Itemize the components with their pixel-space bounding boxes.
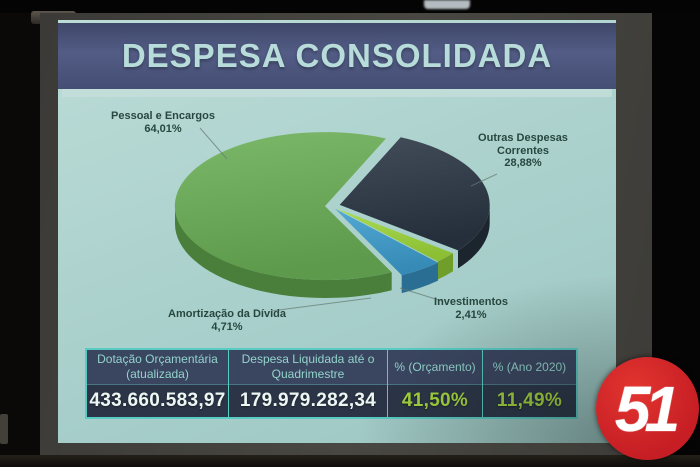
channel-51-logo: 51	[596, 357, 699, 460]
table-header: % (Orçamento)	[388, 350, 482, 385]
slice-label-outras: Outras Despesas Correntes 28,88%	[463, 132, 583, 170]
table-column-pct-orcamento: % (Orçamento) 41,50%	[388, 350, 483, 417]
slice-label-pessoal: Pessoal e Encargos 64,01%	[93, 110, 233, 136]
table-column-dotacao: Dotação Orçamentária (atualizada) 433.66…	[87, 350, 229, 417]
slice-label-investimentos: Investimentos 2,41%	[411, 296, 531, 322]
slice-label-pct: 64,01%	[144, 123, 182, 135]
table-value: 179.979.282,34	[239, 390, 377, 411]
photo-top-bar	[0, 0, 700, 13]
slide-title: DESPESA CONSOLIDADA	[121, 37, 553, 74]
table-column-pct-ano2020: % (Ano 2020) 11,49%	[483, 350, 576, 417]
chart-top-strip	[62, 89, 612, 97]
slice-label-pct: 2,41%	[455, 309, 487, 321]
table-column-liquidada: Despesa Liquidada até o Quadrimestre 179…	[229, 350, 388, 417]
wall-reflection	[0, 414, 8, 444]
table-header: % (Ano 2020)	[483, 350, 576, 385]
table-value: 41,50%	[401, 390, 469, 411]
summary-table: Dotação Orçamentária (atualizada) 433.66…	[85, 348, 578, 419]
slice-label-pct: 28,88%	[504, 157, 542, 169]
title-banner: DESPESA CONSOLIDADA	[58, 23, 616, 89]
pie-chart-area	[64, 92, 612, 350]
slice-label-pct: 4,71%	[211, 321, 243, 333]
slice-label-text: Amortização da Dívida	[168, 308, 286, 320]
floor-shadow	[0, 455, 700, 467]
logo-number: 51	[614, 372, 680, 445]
projector-screen: DESPESA CONSOLIDADA Pessoal e Encargos 6…	[40, 13, 652, 455]
slice-label-text: Correntes	[497, 144, 549, 157]
slice-label-text: Pessoal e Encargos	[111, 110, 215, 122]
ceiling-light-reflection	[424, 0, 470, 9]
table-header: Despesa Liquidada até o Quadrimestre	[229, 350, 387, 385]
slice-label-text: Outras Despesas	[478, 132, 568, 144]
slice-label-text: Investimentos	[434, 296, 508, 308]
table-value: 433.660.583,97	[89, 390, 226, 411]
pie-chart	[174, 127, 498, 312]
table-value: 11,49%	[496, 390, 563, 411]
table-header: Dotação Orçamentária (atualizada)	[87, 350, 228, 385]
presentation-slide: DESPESA CONSOLIDADA Pessoal e Encargos 6…	[58, 20, 616, 443]
slice-label-amortizacao: Amortização da Dívida 4,71%	[152, 308, 302, 334]
